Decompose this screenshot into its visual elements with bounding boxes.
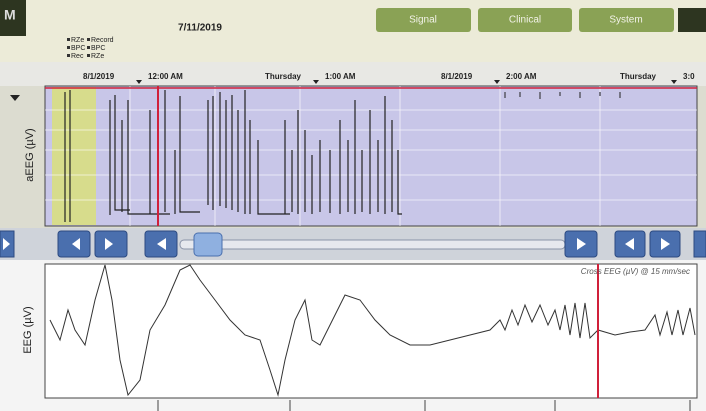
y-axis-label: EEG (µV) — [22, 306, 34, 353]
timeline-label: 12:00 AM — [148, 72, 183, 81]
trace-label: Cross EEG (µV) @ 15 mm/sec — [581, 267, 690, 276]
eeg-panel — [45, 264, 697, 398]
timeline-label: Thursday — [620, 72, 657, 81]
tab-label[interactable]: Signal — [409, 15, 437, 26]
y-axis-label: aEEG (µV) — [24, 128, 36, 181]
aeeg-panel — [45, 86, 697, 226]
legend-label: Record — [91, 37, 114, 44]
legend-swatch — [87, 38, 90, 41]
legend-label: RZe — [91, 53, 104, 60]
aeeg-marker-band — [52, 87, 96, 225]
timeline-label: 3:0 — [683, 72, 695, 81]
collapse-arrow[interactable] — [10, 95, 20, 101]
scrollbar[interactable] — [180, 240, 565, 249]
legend-swatch — [87, 54, 90, 57]
legend-swatch — [67, 46, 70, 49]
tab-end — [678, 8, 706, 32]
scroll-thumb[interactable] — [194, 233, 222, 256]
legend-label: Rec — [71, 53, 84, 60]
timeline-label: 2:00 AM — [506, 72, 537, 81]
timeline-label: 8/1/2019 — [441, 72, 473, 81]
tab-label[interactable]: System — [609, 15, 642, 26]
logo-letter: M — [4, 7, 16, 23]
screen: M 7/11/2019 RZeRecordBPCBPCRecRZe Signal… — [0, 0, 706, 411]
legend-swatch — [67, 38, 70, 41]
date: 7/11/2019 — [178, 23, 222, 34]
legend-label: RZe — [71, 37, 84, 44]
legend-swatch — [67, 54, 70, 57]
timeline-label: 1:00 AM — [325, 72, 356, 81]
timeline-label: Thursday — [265, 72, 302, 81]
legend-swatch — [87, 46, 90, 49]
timeline-label: 8/1/2019 — [83, 72, 115, 81]
legend-label: BPC — [91, 45, 105, 52]
button[interactable] — [694, 231, 706, 257]
legend-label: BPC — [71, 45, 85, 52]
tab-label[interactable]: Clinical — [509, 15, 541, 26]
